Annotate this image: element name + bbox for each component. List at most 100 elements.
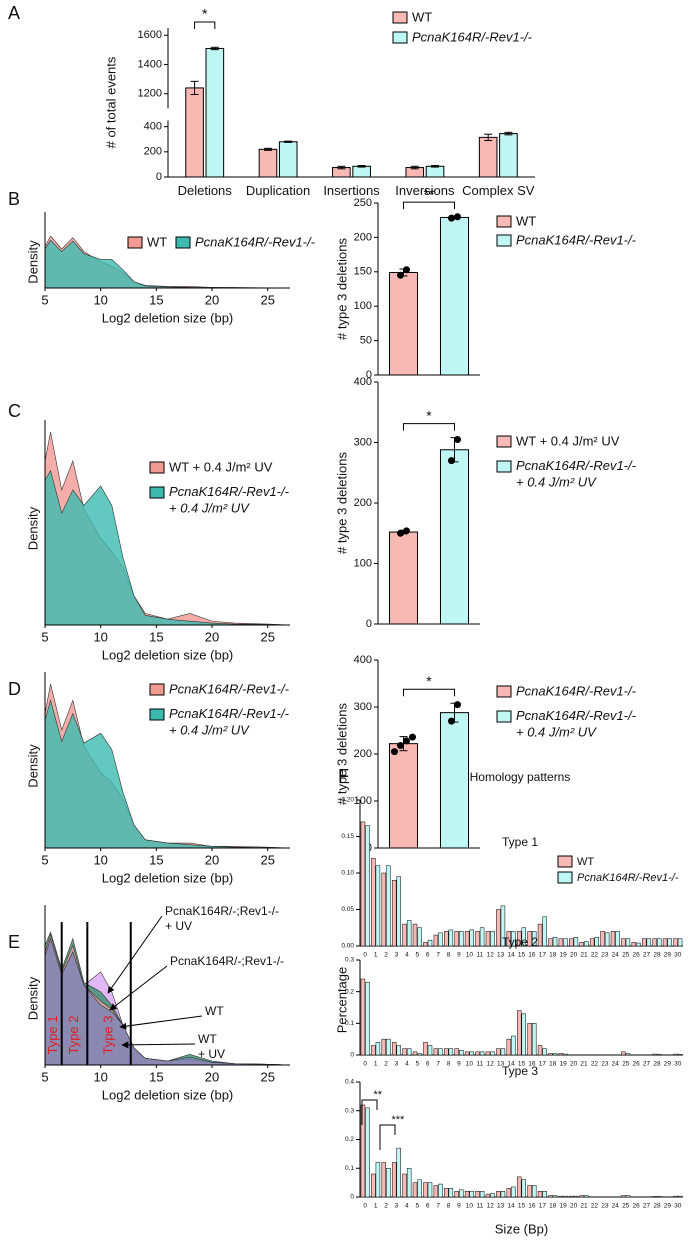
legend-label: WT + 0.4 J/m² UV: [516, 433, 620, 448]
bar: [636, 942, 641, 947]
y-tick-label: 100: [354, 795, 372, 807]
y-tick-label: 0.20: [341, 797, 354, 804]
x-tick-label: 16: [528, 1203, 536, 1210]
data-point: [454, 213, 461, 221]
bar: [558, 938, 564, 947]
x-tick-label: 8: [447, 1203, 451, 1210]
bar: [579, 1195, 584, 1198]
y-tick-label: 0.05: [341, 906, 354, 913]
data-point: [403, 266, 410, 274]
x-tick-label: 5: [415, 952, 419, 959]
bar: [479, 1051, 485, 1056]
x-tick-label: 14: [507, 952, 515, 959]
x-tick-label: 12: [487, 1203, 495, 1210]
x-tick-label: 10: [93, 629, 107, 644]
x-tick-label: 15: [149, 852, 163, 867]
y-tick-label: 0.3: [345, 1107, 354, 1114]
bar: [584, 1195, 589, 1198]
legend-label: PcnaK164R/-Rev1-/-+ 0.4 J/m² UV: [169, 706, 290, 737]
bar: [459, 931, 464, 947]
x-tick-label: 5: [41, 852, 48, 867]
bar: [527, 931, 532, 947]
bar: [448, 929, 454, 947]
y-tick-label: 0.2: [345, 1136, 354, 1143]
y-axis-title: # of total events: [103, 56, 118, 148]
data-point: [403, 527, 410, 535]
x-tick-label: 12: [487, 1061, 495, 1068]
x-tick-label: 5: [415, 1203, 419, 1210]
bar: [438, 1048, 443, 1056]
y-tick-label: 200: [354, 748, 372, 760]
bar: [511, 1186, 516, 1198]
density-area: [44, 469, 291, 626]
x-axis-title: Log2 deletion size (bp): [102, 870, 234, 885]
x-tick-label: 17: [539, 1061, 547, 1068]
y-tick-label: 0.1: [345, 1020, 354, 1027]
x-tick-label: 23: [601, 952, 609, 959]
bar: [646, 938, 652, 947]
bar: [516, 1176, 522, 1198]
bar: [425, 165, 445, 178]
bar: [479, 1191, 485, 1198]
bar: [464, 1191, 470, 1198]
series-label: WT: [205, 1004, 224, 1018]
bar: [531, 1023, 537, 1056]
x-tick-label: 28: [653, 1203, 661, 1210]
bar: [506, 931, 512, 947]
bar: [500, 905, 506, 947]
bar: [656, 938, 662, 947]
y-tick-label: 200: [144, 146, 162, 158]
x-tick-label: 19: [560, 952, 568, 959]
bar: [423, 1182, 428, 1198]
bar: [417, 1053, 422, 1056]
bar: [360, 1104, 366, 1198]
legend-label: WT: [412, 9, 432, 24]
bar: [516, 1010, 522, 1056]
data-point: [397, 742, 404, 750]
legend-swatch: [149, 461, 165, 474]
bar: [621, 1195, 626, 1198]
x-tick-label: 10: [466, 1061, 474, 1068]
bar: [621, 938, 626, 947]
bar: [594, 936, 599, 947]
chart-subtitle: Type 2: [502, 935, 538, 949]
significance-bracket: [379, 1124, 396, 1150]
x-tick-label: 23: [601, 1061, 609, 1068]
bar: [423, 1042, 428, 1056]
data-point: [397, 271, 404, 279]
x-tick-label: 22: [591, 1061, 599, 1068]
bar: [475, 931, 480, 947]
x-tick-label: 15: [518, 1203, 526, 1210]
bar: [490, 1051, 495, 1056]
x-tick-label: 30: [674, 952, 682, 959]
bar: [396, 1147, 401, 1198]
bar: [516, 931, 522, 947]
bar: [396, 1045, 401, 1056]
bar: [464, 931, 470, 947]
panel-label: B: [8, 189, 20, 209]
bar: [490, 1193, 495, 1198]
x-tick-label: 20: [570, 952, 578, 959]
x-tick-label: 0: [363, 1203, 367, 1210]
x-tick-label: 8: [447, 1061, 451, 1068]
legend-label: WT + 0.4 J/m² UV: [169, 459, 273, 474]
bar: [552, 1053, 558, 1056]
bar: [542, 1048, 547, 1056]
bar: [642, 938, 647, 947]
x-tick-label: 30: [674, 1061, 682, 1068]
legend-swatch: [496, 460, 512, 473]
x-tick-label: 7: [436, 1203, 440, 1210]
significance: *: [202, 6, 208, 22]
data-point: [448, 717, 455, 725]
x-tick-label: Inversions: [395, 183, 455, 198]
bar: [511, 931, 516, 947]
x-tick-label: 21: [580, 952, 588, 959]
x-tick-label: 26: [632, 952, 640, 959]
significance-bracket: [194, 21, 216, 29]
legend-swatch: [392, 31, 408, 44]
bar: [396, 876, 401, 947]
bar: [469, 929, 474, 947]
bar: [205, 47, 225, 178]
x-tick-label: 16: [528, 952, 536, 959]
x-tick-label: 2: [384, 1061, 388, 1068]
